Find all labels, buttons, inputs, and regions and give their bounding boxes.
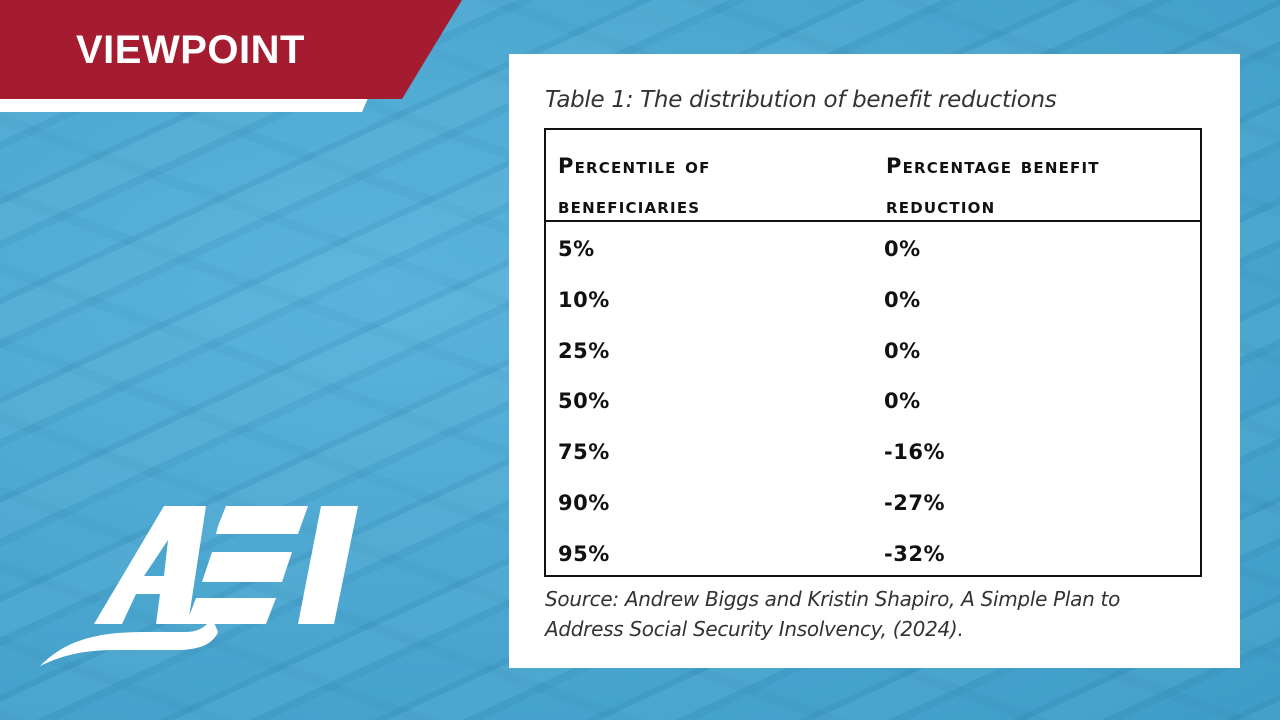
table-row: 75% -16% [546,425,1200,476]
reduction-cell: -27% [884,490,945,515]
header-percentile-line2: beneficiaries [558,194,701,218]
reduction-cell: -32% [884,541,945,566]
percentile-cell: 5% [558,237,595,261]
percentile-cell: 50% [558,389,610,414]
source-note: Source: Andrew Biggs and Kristin Shapiro… [545,584,1120,644]
percentile-cell: 25% [558,338,610,363]
reduction-cell: 0% [884,237,921,261]
percentile-cell: 95% [558,541,610,566]
table-row: 5% 0% [546,222,1200,273]
table-card: Table 1: The distribution of benefit red… [509,54,1240,668]
aei-logo-icon [36,500,366,670]
viewpoint-banner: VIEWPOINT [0,0,462,112]
banner-label: VIEWPOINT [76,28,305,72]
table-row: 90% -27% [546,476,1200,527]
header-percentile: Percentile of beneficiaries [558,146,711,226]
table-row: 25% 0% [546,324,1200,375]
reduction-cell: -16% [884,440,945,465]
header-reduction-line2: reduction [886,194,996,218]
benefit-reduction-table: Percentile of beneficiaries Percentage b… [544,128,1202,577]
banner-shape [0,0,462,112]
percentile-cell: 90% [558,490,610,515]
table-caption: Table 1: The distribution of benefit red… [545,87,1057,113]
reduction-cell: 0% [884,389,921,414]
table-row: 50% 0% [546,374,1200,425]
source-line-1: Source: Andrew Biggs and Kristin Shapiro… [545,587,1121,611]
reduction-cell: 0% [884,287,921,312]
percentile-cell: 10% [558,287,610,312]
percentile-cell: 75% [558,440,610,465]
table-header-row: Percentile of beneficiaries Percentage b… [546,130,1200,222]
header-percentile-line1: Percentile of [558,154,711,178]
source-line-2: Address Social Security Insolvency, (202… [545,617,964,641]
header-reduction-line1: Percentage benefit [886,154,1100,178]
header-reduction: Percentage benefit reduction [886,146,1100,226]
table-row: 95% -32% [546,527,1200,578]
table-row: 10% 0% [546,273,1200,324]
reduction-cell: 0% [884,338,921,363]
